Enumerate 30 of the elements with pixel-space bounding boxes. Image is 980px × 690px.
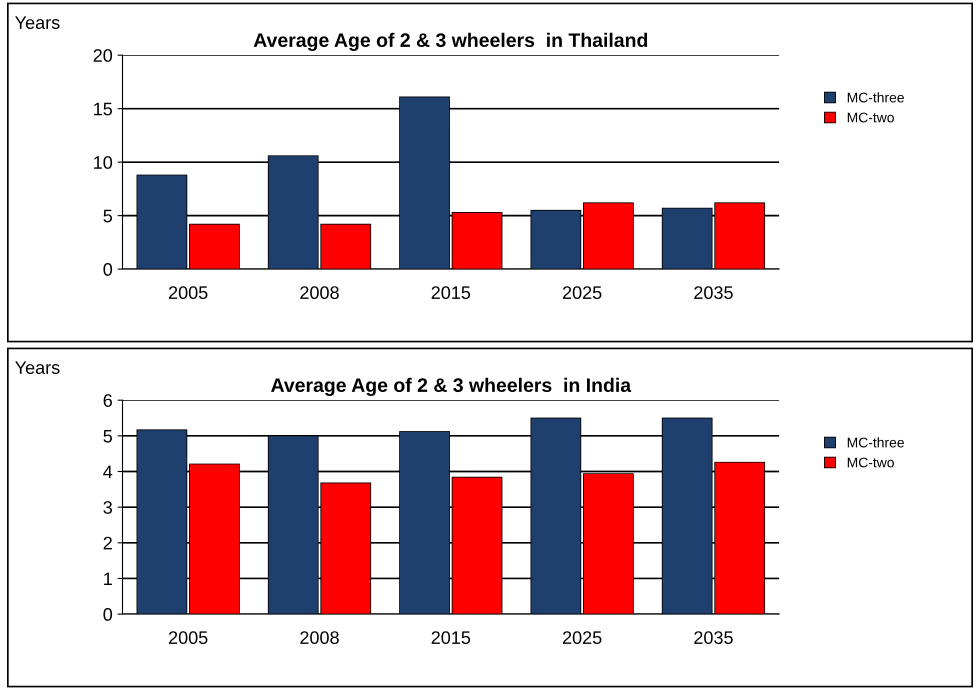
- chart-title: Average Age of 2 & 3 wheelers in India: [271, 378, 632, 396]
- y-tick-label: 20: [94, 49, 112, 62]
- y-tick-label: 5: [103, 430, 112, 443]
- y-tick-label: 4: [103, 466, 112, 478]
- x-tick-label: 2008: [300, 631, 339, 644]
- y-tick-label: 3: [103, 501, 112, 514]
- x-tick-label: 2035: [694, 631, 733, 644]
- x-tick-label: 2025: [562, 286, 602, 300]
- x-tick-label: 2015: [432, 631, 470, 644]
- y-tick-label: 0: [103, 608, 112, 621]
- legend-label: MC-two: [848, 112, 894, 122]
- y-tick-label: 6: [104, 394, 112, 407]
- y-tick-label: 5: [103, 210, 112, 222]
- chart-title: Average Age of 2 & 3 wheelers in Thailand: [254, 32, 648, 51]
- y-tick-label: 0: [103, 263, 112, 276]
- y-tick-label: 15: [94, 102, 112, 116]
- legend-label: MC-three: [848, 437, 904, 448]
- x-tick-label: 2008: [300, 286, 339, 300]
- x-tick-label: 2005: [168, 631, 208, 644]
- y-axis-title: Years: [15, 16, 60, 29]
- legend-label: MC-three: [848, 92, 904, 102]
- x-tick-label: 2035: [694, 286, 733, 300]
- x-tick-label: 2005: [168, 286, 208, 300]
- y-axis-title: Years: [15, 361, 60, 374]
- x-tick-label: 2015: [432, 286, 470, 300]
- y-tick-label: 2: [104, 536, 112, 550]
- legend-label: MC-two: [848, 458, 894, 468]
- y-tick-label: 1: [104, 572, 112, 585]
- x-tick-label: 2025: [562, 631, 602, 644]
- y-tick-label: 10: [94, 156, 112, 169]
